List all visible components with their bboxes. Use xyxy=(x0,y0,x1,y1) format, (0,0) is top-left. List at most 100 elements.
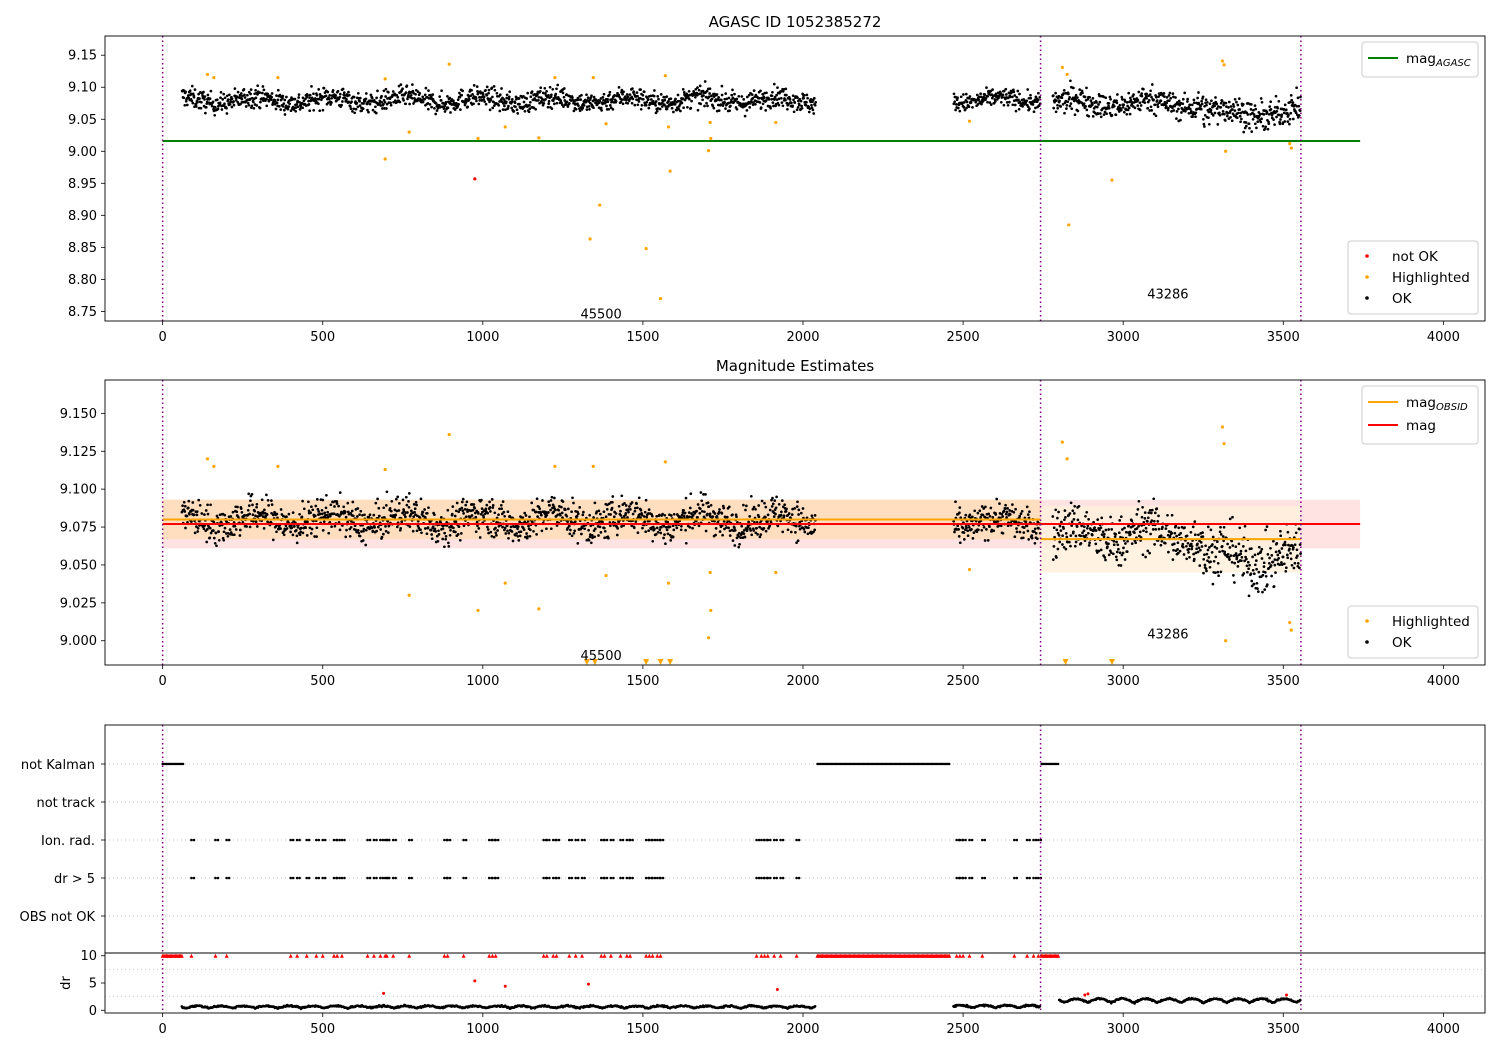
ok-point xyxy=(225,94,229,98)
ok-point xyxy=(350,520,353,523)
ok-point xyxy=(249,92,252,96)
ok-point xyxy=(1237,542,1241,546)
flag-point xyxy=(494,838,497,842)
ok-point xyxy=(1149,89,1152,93)
ok-point xyxy=(305,534,309,537)
flag-point xyxy=(605,876,609,880)
ok-point xyxy=(1081,91,1084,95)
ok-point xyxy=(608,524,612,528)
ok-point xyxy=(1097,103,1100,106)
ok-point xyxy=(1193,533,1197,537)
flag-point xyxy=(387,876,391,880)
ok-point xyxy=(980,528,984,532)
ok-point xyxy=(1149,532,1152,536)
highlighted-point xyxy=(774,570,778,575)
ok-point xyxy=(283,98,287,102)
ok-point xyxy=(722,520,726,523)
ok-point xyxy=(731,513,734,517)
ok-point xyxy=(1025,505,1029,509)
ok-point xyxy=(758,101,762,104)
ok-point xyxy=(968,513,972,517)
ok-point xyxy=(526,535,529,538)
ok-point xyxy=(1031,103,1035,106)
ok-point xyxy=(484,507,488,511)
highlighted-point xyxy=(1222,63,1226,67)
ok-point xyxy=(431,525,435,529)
ok-point xyxy=(1107,553,1111,557)
ok-point xyxy=(344,515,348,519)
ok-point xyxy=(1115,550,1119,554)
ok-point xyxy=(317,102,320,106)
ok-point xyxy=(982,525,986,529)
ok-point xyxy=(317,88,321,91)
ok-point xyxy=(1199,541,1203,544)
ok-point xyxy=(560,101,563,104)
ok-point xyxy=(720,93,724,97)
ok-point xyxy=(1295,548,1299,552)
ok-point xyxy=(1145,530,1148,534)
ok-point xyxy=(402,509,406,513)
ok-point xyxy=(439,516,443,519)
ok-point xyxy=(286,107,290,111)
ok-point xyxy=(1085,108,1089,112)
ok-point xyxy=(1229,554,1233,557)
ok-point xyxy=(659,531,663,535)
ok-point xyxy=(1217,574,1220,578)
x-tick-label: 2500 xyxy=(947,330,980,345)
ok-point xyxy=(347,90,350,94)
ok-point xyxy=(482,95,486,99)
ok-point xyxy=(402,99,405,102)
ok-point xyxy=(1013,94,1017,97)
ok-point xyxy=(288,102,291,106)
ok-point xyxy=(1222,103,1225,107)
ok-point xyxy=(489,530,493,534)
ok-point xyxy=(665,528,669,532)
ok-point xyxy=(555,87,558,91)
flag-point xyxy=(970,876,974,880)
ok-point xyxy=(187,96,191,100)
ok-point xyxy=(1258,112,1262,116)
ok-point xyxy=(248,525,252,529)
ok-point xyxy=(523,109,527,113)
ok-point xyxy=(1069,501,1073,505)
ok-point xyxy=(223,96,227,100)
ok-point xyxy=(1063,111,1066,115)
ok-point xyxy=(776,101,780,105)
ok-point xyxy=(966,529,970,533)
ok-point xyxy=(389,103,393,107)
ok-point xyxy=(450,512,454,516)
ok-point xyxy=(466,105,470,109)
ok-point xyxy=(1087,544,1091,547)
flag-row-label: Ion. rad. xyxy=(41,834,95,849)
ok-point xyxy=(1168,534,1172,538)
ok-point xyxy=(243,93,246,97)
ok-point xyxy=(1262,561,1266,565)
ok-point xyxy=(650,514,654,518)
ok-point xyxy=(956,524,960,528)
ok-point xyxy=(1264,574,1268,578)
ok-point xyxy=(798,97,802,101)
ok-point xyxy=(496,529,499,532)
ok-point xyxy=(317,97,321,101)
flag-point xyxy=(766,876,770,880)
ok-point xyxy=(698,507,702,511)
ok-point xyxy=(1008,95,1012,99)
ok-point xyxy=(697,88,701,92)
ok-point xyxy=(953,530,956,534)
ok-point xyxy=(1292,566,1296,570)
ok-point xyxy=(1148,551,1151,555)
ok-point xyxy=(1147,99,1151,102)
ok-point xyxy=(1197,546,1201,550)
ok-point xyxy=(1280,563,1284,566)
ok-point xyxy=(1205,552,1209,556)
ok-point xyxy=(1203,553,1206,557)
ok-point xyxy=(715,93,719,96)
flag-point xyxy=(381,838,385,842)
ok-point xyxy=(548,85,552,89)
ok-point xyxy=(1059,529,1063,532)
ok-point xyxy=(755,520,759,524)
ok-point xyxy=(1291,117,1295,121)
ok-point xyxy=(413,510,416,514)
ok-point xyxy=(321,498,325,502)
ok-point xyxy=(1199,105,1202,108)
